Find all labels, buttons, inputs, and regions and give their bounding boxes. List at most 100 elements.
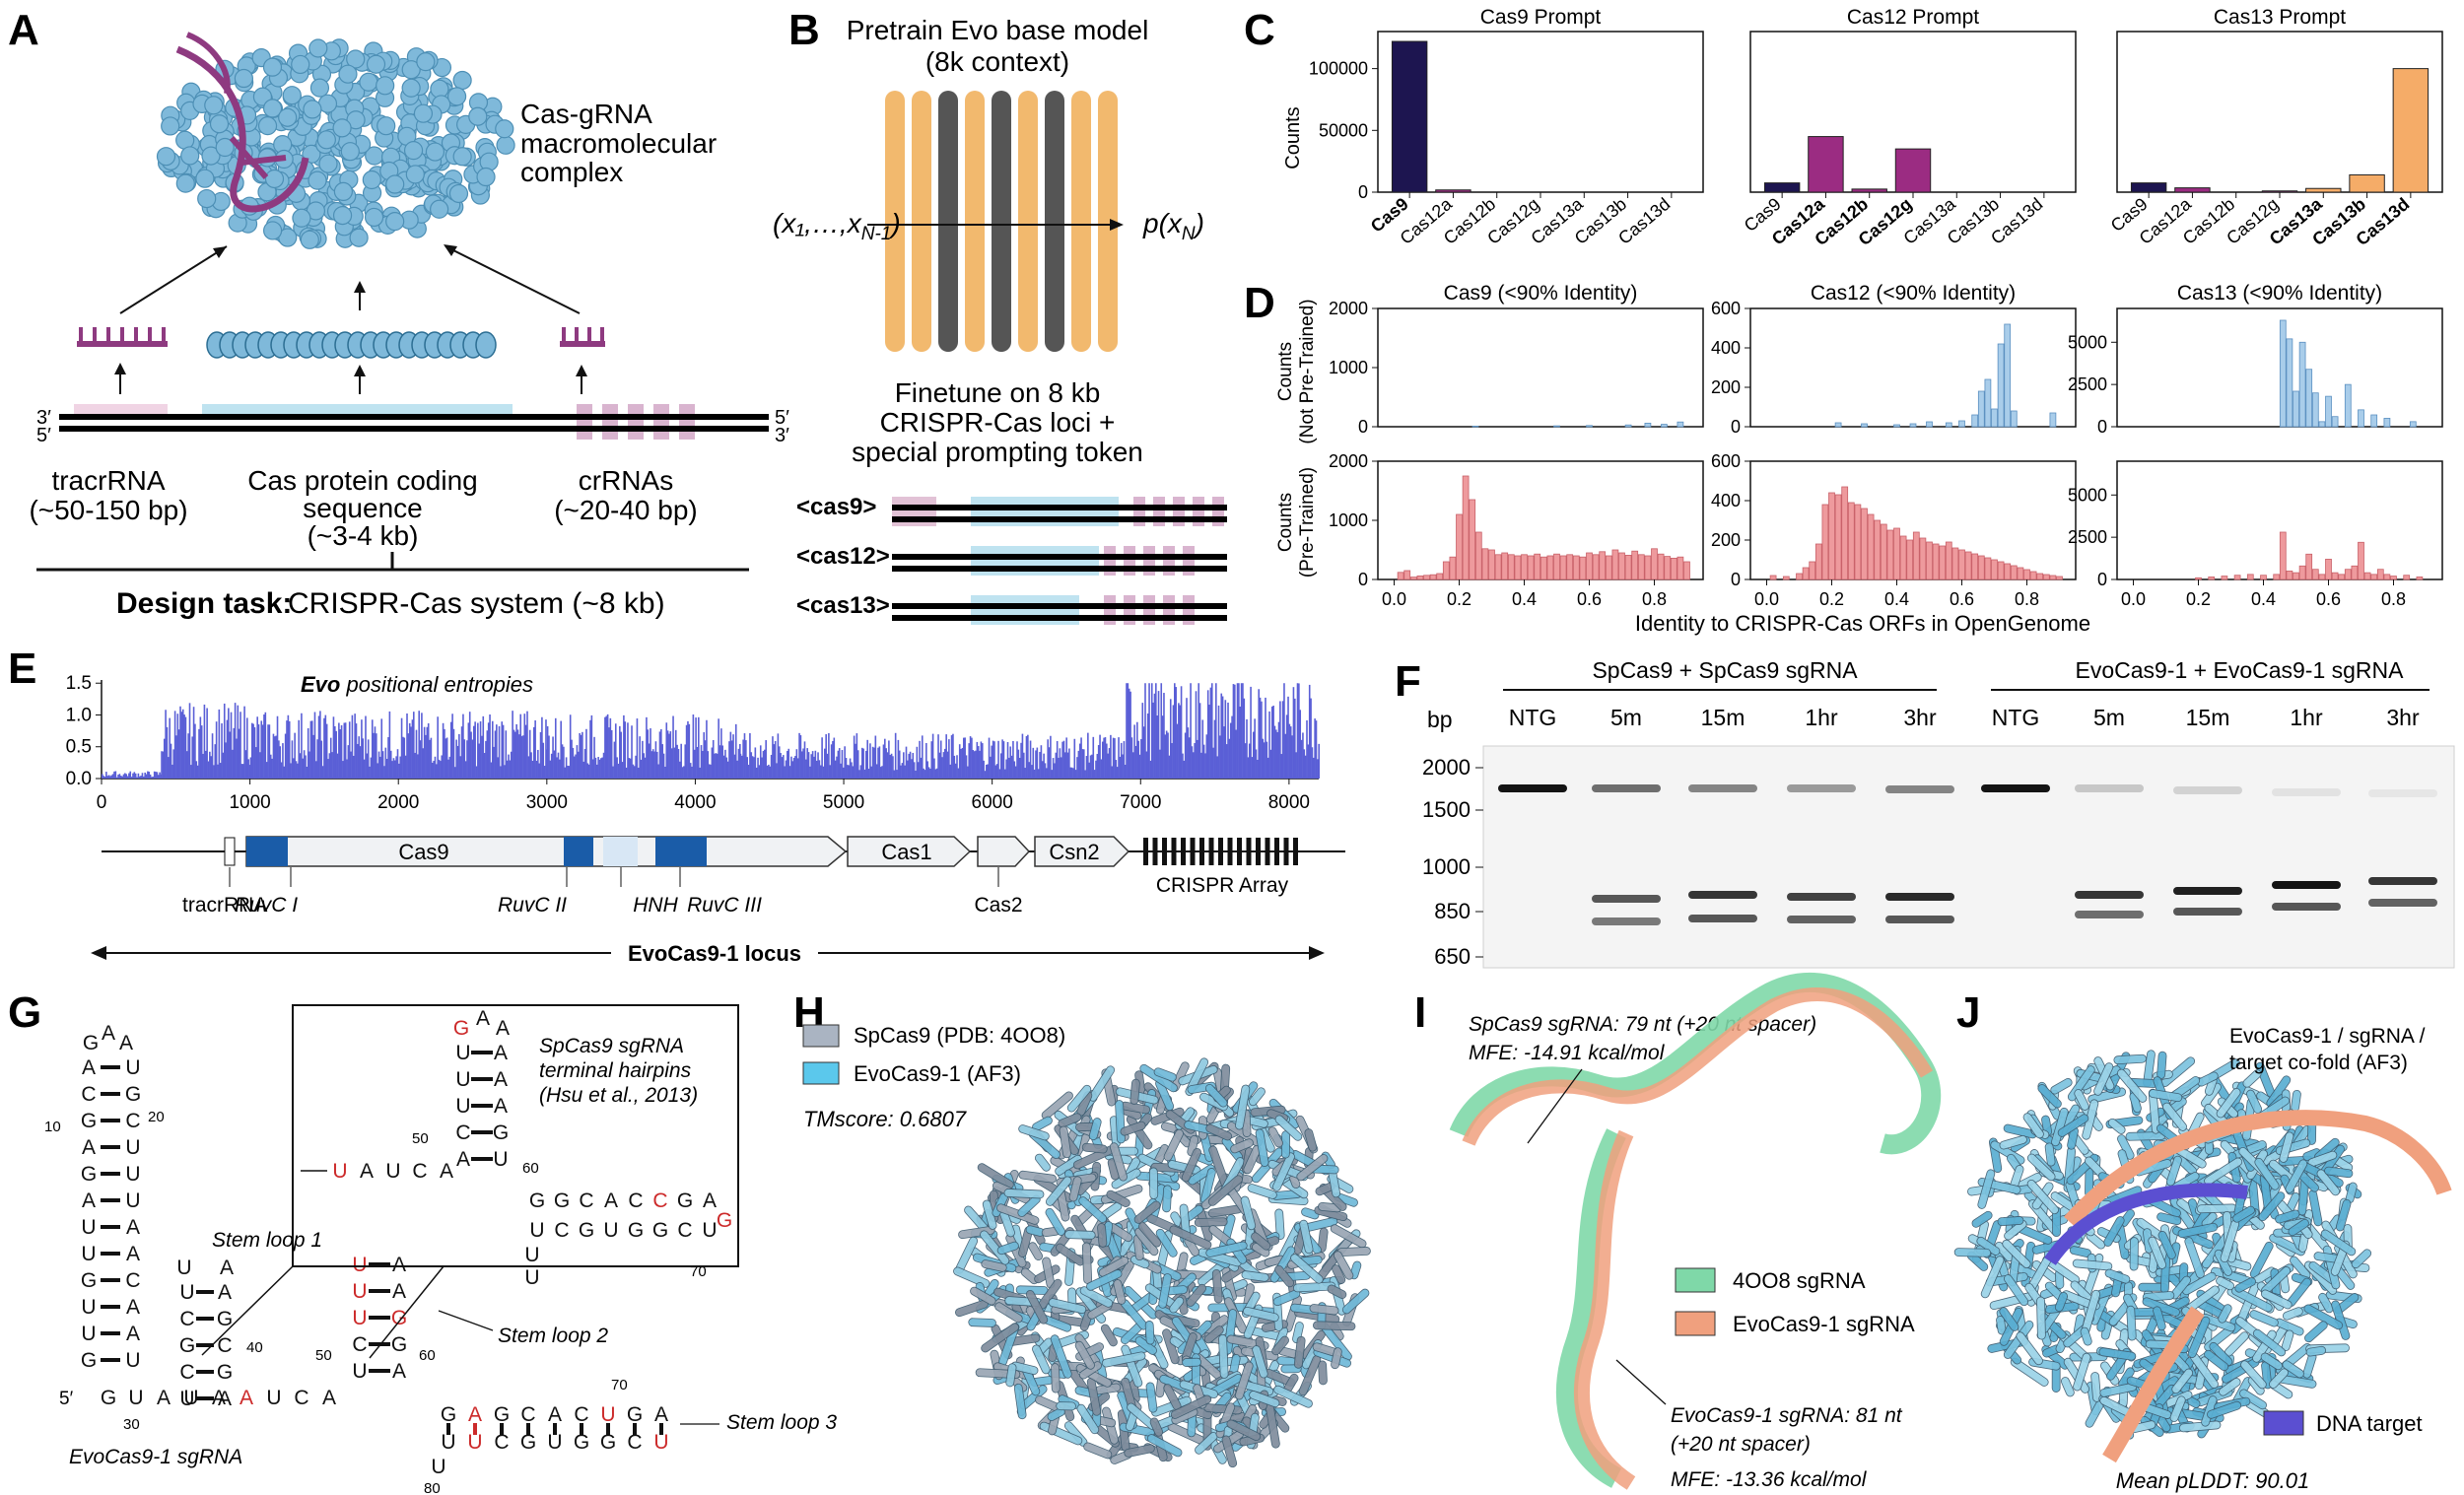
- nucleotide: A: [157, 1387, 171, 1409]
- entropy-bar: [968, 743, 971, 779]
- protein-ribbon: [1097, 1223, 1108, 1248]
- histogram-bar: [2208, 577, 2216, 580]
- nucleotide: G: [101, 1387, 116, 1409]
- entropy-bar: [274, 736, 276, 779]
- model-column: [885, 91, 905, 352]
- complex-bead: [366, 54, 386, 74]
- entropy-bar: [478, 743, 480, 779]
- entropy-bar: [1244, 743, 1247, 779]
- complex-bead: [264, 169, 285, 189]
- nucleotide: C: [455, 1121, 470, 1144]
- crispr-repeat: [1283, 838, 1289, 865]
- protein-ribbon: [1086, 1269, 1123, 1291]
- entropy-bar: [301, 713, 303, 779]
- complex-bead: [204, 96, 224, 115]
- entropy-bar: [1055, 752, 1058, 779]
- entropy-bar: [374, 726, 376, 779]
- arrow-tracr: [119, 245, 228, 314]
- entropy-bar: [1076, 757, 1078, 779]
- protein-ribbon: [2104, 1268, 2131, 1284]
- gel-band: [2173, 908, 2242, 916]
- entropy-bar: [1223, 726, 1225, 779]
- histogram-bar: [2305, 369, 2313, 428]
- y-tick-label: 50000: [1319, 120, 1368, 140]
- entropy-bar: [422, 748, 425, 779]
- entropy-bar: [642, 740, 644, 779]
- y-tick-label: 0: [2097, 417, 2107, 437]
- entropy-bar: [1033, 769, 1036, 779]
- histogram-bar: [2311, 569, 2319, 580]
- entropy-bar: [578, 751, 580, 779]
- entropy-bar: [1228, 738, 1231, 779]
- histogram-frame: [1377, 307, 1704, 428]
- nucleotide: G: [217, 1308, 233, 1330]
- entropy-bar: [589, 719, 591, 779]
- entropy-bar: [598, 759, 601, 779]
- entropy-bar: [497, 757, 499, 779]
- histogram-bar: [1469, 499, 1476, 580]
- protein-ribbon: [1169, 1296, 1185, 1314]
- entropy-bar: [1255, 749, 1258, 779]
- x-tick-label: 0.0: [1754, 589, 1779, 609]
- complex-label-line1: Cas-gRNA: [520, 99, 652, 129]
- entropy-bar: [1172, 705, 1175, 779]
- entropy-bar: [646, 716, 648, 779]
- nt-index: 40: [246, 1339, 263, 1356]
- entropy-bar: [352, 755, 355, 779]
- base-pair: [446, 1423, 450, 1435]
- domain-label: HNH: [633, 894, 678, 917]
- entropy-bar: [217, 764, 219, 779]
- nucleotide: U: [81, 1243, 96, 1265]
- entropy-bar: [1152, 702, 1154, 779]
- entropy-bar: [541, 716, 543, 779]
- protein-ribbon: [2260, 1352, 2283, 1371]
- comb-tooth: [148, 327, 152, 343]
- entropy-bar: [1145, 751, 1148, 779]
- entropy-bar: [1012, 740, 1014, 779]
- protein-ribbon: [1241, 1270, 1269, 1282]
- gel-band: [1592, 895, 1661, 903]
- entropy-bar: [554, 717, 557, 779]
- protein-ribbon: [1163, 1128, 1184, 1162]
- entropy-bar: [264, 712, 267, 779]
- entropy-bar: [323, 717, 325, 779]
- base-pair: [101, 1092, 120, 1096]
- histogram-bar: [1546, 555, 1554, 580]
- locus-label-bg: [611, 939, 818, 967]
- histogram-bar: [1847, 502, 1855, 580]
- protein-ribbon: [2303, 1304, 2344, 1330]
- nucleotide: A: [654, 1403, 668, 1426]
- histogram-bar: [1796, 573, 1803, 580]
- entropy-bar: [692, 714, 695, 779]
- complex-bead: [446, 87, 467, 106]
- nucleotide: G: [494, 1403, 510, 1426]
- entropy-bar: [832, 740, 834, 779]
- entropy-bar: [305, 755, 307, 779]
- entropy-bar: [1134, 745, 1137, 779]
- entropy-bar: [403, 737, 406, 779]
- entropy-bar: [614, 723, 617, 779]
- protein-ribbon: [1205, 1241, 1248, 1257]
- cofold-structure: [1953, 1050, 2452, 1463]
- complex-bead: [180, 146, 200, 166]
- entropy-bar: [1224, 700, 1227, 779]
- histogram-bar: [2221, 576, 2228, 580]
- protein-ribbon: [2204, 1349, 2229, 1372]
- entropy-bar: [475, 766, 478, 779]
- entropy-bar: [1176, 723, 1179, 779]
- gel-band: [1981, 784, 2050, 792]
- base-pair: [101, 1065, 120, 1069]
- arrow-up-cas-head: [354, 365, 366, 376]
- nucleotide: C: [627, 1431, 642, 1454]
- base-pair: [101, 1252, 120, 1256]
- entropy-bar: [666, 730, 669, 779]
- base-pair: [101, 1198, 120, 1202]
- entropy-bar: [585, 728, 587, 779]
- entropy-bar: [463, 739, 466, 779]
- x-tick-label: 0.6: [1950, 589, 1974, 609]
- entropy-bar: [628, 758, 631, 779]
- entropy-bar: [1182, 753, 1184, 779]
- entropy-bar: [564, 767, 567, 779]
- nucleotide: U: [352, 1254, 367, 1276]
- histogram-bar: [1592, 554, 1600, 580]
